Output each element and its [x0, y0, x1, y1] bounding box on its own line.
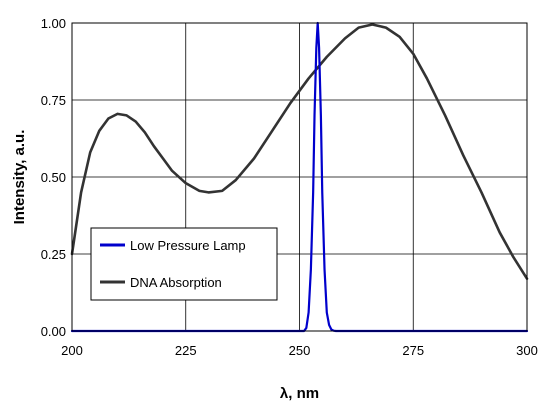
- y-tick-label: 1.00: [41, 16, 66, 31]
- series-layer: [70, 21, 529, 333]
- series-line-low-pressure-lamp: [70, 21, 529, 333]
- x-tick-labels: 200 225 250 275 300: [61, 343, 538, 358]
- legend-box: [90, 227, 278, 301]
- x-tick-label: 300: [516, 343, 538, 358]
- x-tick-label: 275: [402, 343, 424, 358]
- y-tick-label: 0.25: [41, 247, 66, 262]
- plot-frame: [71, 22, 528, 332]
- legend-label-dna-absorption: DNA Absorption: [130, 275, 222, 290]
- y-tick-labels: 0.00 0.25 0.50 0.75 1.00: [41, 16, 66, 339]
- x-axis-title: λ, nm: [280, 385, 319, 402]
- x-tick-label: 225: [175, 343, 197, 358]
- y-tick-label: 0.75: [41, 93, 66, 108]
- y-tick-label: 0.00: [41, 324, 66, 339]
- legend-label-low-pressure-lamp: Low Pressure Lamp: [130, 238, 246, 253]
- y-tick-label: 0.50: [41, 170, 66, 185]
- legend: Low Pressure Lamp DNA Absorption: [90, 227, 278, 301]
- x-tick-label: 200: [61, 343, 83, 358]
- series-line-dna-absorption: [70, 23, 529, 280]
- y-axis-title: Intensity, a.u.: [11, 130, 28, 225]
- x-tick-label: 250: [289, 343, 311, 358]
